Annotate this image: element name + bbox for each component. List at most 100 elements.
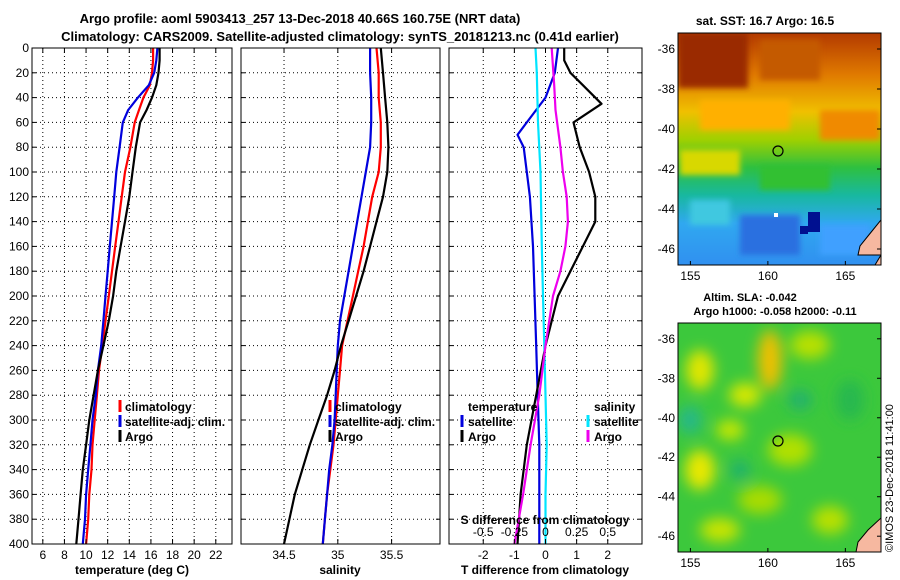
y-tick-label: 320: [9, 438, 29, 452]
salinity-series: [282, 47, 390, 545]
series-line-argo: [282, 47, 390, 545]
s-tick-label: 0.5: [599, 525, 616, 539]
temperature-xlabel: temperature (deg C): [75, 563, 189, 577]
difference-xticks: -2 -1 0 1 2: [478, 48, 611, 562]
difference-panel: -2 -1 0 1 2 -0.5 -0.25 0 0.25 0.5 S difference f…: [448, 47, 643, 577]
y-tick-label: 380: [9, 512, 29, 526]
temperature-series: [75, 47, 161, 545]
temperature-grid: [32, 47, 232, 545]
legend-label-argo: Argo: [125, 430, 153, 444]
series-line-t-argo: [516, 48, 603, 545]
sst-map-frame: [677, 32, 882, 266]
map-y-tick-label: -44: [658, 202, 676, 216]
x-tick-label: 8: [61, 548, 68, 562]
series-line-climatology: [85, 48, 155, 545]
map-y-tick-label: -46: [658, 242, 676, 256]
map-x-tick-label: 155: [680, 269, 700, 283]
series-line-s-argo: [513, 47, 570, 545]
y-tick-label: 300: [9, 413, 29, 427]
series-line-t-satellite: [516, 47, 560, 544]
temperature-yticks: 0 20 40 60 80 100 120 140 160 180 200 220 240 260 280 3…: [9, 41, 29, 551]
y-tick-label: 280: [9, 388, 29, 402]
map-y-tick-label: -40: [658, 122, 676, 136]
s-tick-label: 0: [542, 525, 549, 539]
map-y-tick-label: -46: [658, 529, 676, 543]
difference-legend-salinity: salinity satellite Argo: [586, 400, 639, 444]
legend-title-salinity: salinity: [594, 400, 636, 414]
legend-label-t-argo: Argo: [468, 430, 496, 444]
legend-label-argo: Argo: [335, 430, 363, 444]
y-tick-label: 0: [22, 41, 29, 55]
x-tick-label: 22: [209, 548, 223, 562]
y-tick-label: 240: [9, 339, 29, 353]
map-y-tick-label: -42: [658, 450, 676, 464]
map-x-tick-label: 155: [680, 556, 700, 570]
x-tick-label: -1: [509, 548, 520, 562]
series-line-satellite-adj-clim-: [81, 47, 159, 545]
sst-map-yticks: -36 -38 -40 -42 -44 -46: [658, 42, 881, 256]
sst-map-xticks: 155 160 165: [680, 261, 856, 283]
salinity-legend: climatology satellite-adj. clim. Argo: [328, 400, 435, 444]
series-line-s-satellite: [534, 47, 548, 544]
y-tick-label: 40: [16, 91, 30, 105]
s-tick-label: -0.25: [501, 525, 529, 539]
map-x-tick-label: 165: [835, 556, 855, 570]
x-tick-label: 18: [166, 548, 180, 562]
map-x-tick-label: 160: [758, 269, 778, 283]
legend-label-s-argo: Argo: [594, 430, 622, 444]
s-tick-label: 0.25: [565, 525, 589, 539]
difference-legend-temperature: temperature satellite Argo: [460, 400, 538, 444]
difference-xlabel: T difference from climatology: [461, 563, 629, 577]
y-tick-label: 60: [16, 115, 30, 129]
difference-s-xticks: -0.5 -0.25 0 0.25 0.5: [473, 525, 617, 539]
y-tick-label: 260: [9, 363, 29, 377]
sla-map-yticks: -36 -38 -40 -42 -44 -46: [658, 332, 881, 543]
map-y-tick-label: -36: [658, 332, 676, 346]
x-tick-label: -2: [478, 548, 489, 562]
y-tick-label: 120: [9, 190, 29, 204]
imos-credit: ©IMOS 23-Dec-2018 11:41:00: [884, 404, 896, 552]
y-tick-label: 400: [9, 537, 29, 551]
x-tick-label: 35: [331, 548, 345, 562]
sla-map-frame: [677, 322, 882, 553]
legend-label-satellite: satellite-adj. clim.: [335, 415, 435, 429]
sst-map-image: [678, 33, 881, 265]
y-tick-label: 20: [16, 66, 30, 80]
map-y-tick-label: -36: [658, 42, 676, 56]
sla-map-panel: Altim. SLA: -0.042 Argo h1000: -0.058 h2…: [658, 292, 882, 570]
legend-label-climatology: climatology: [335, 400, 402, 414]
legend-title-temperature: temperature: [468, 400, 538, 414]
temperature-xticks: 6 8 10 12 14 16 18 20 22: [39, 48, 223, 562]
x-tick-label: 0: [542, 548, 549, 562]
y-tick-label: 220: [9, 314, 29, 328]
difference-s-xlabel: S difference from climatology: [461, 513, 630, 527]
x-tick-label: 12: [101, 548, 115, 562]
salinity-xticks: 34.5 35 35.5: [272, 48, 404, 562]
salinity-plot-frame: [240, 47, 441, 545]
legend-label-t-satellite: satellite: [468, 415, 513, 429]
figure-title-line1: Argo profile: aoml 5903413_257 13-Dec-20…: [80, 11, 521, 26]
sst-argo-location-marker: [772, 145, 784, 157]
legend-label-climatology: climatology: [125, 400, 192, 414]
salinity-grid: [241, 47, 440, 545]
legend-label-s-satellite: satellite: [594, 415, 639, 429]
map-x-tick-label: 165: [835, 269, 855, 283]
x-tick-label: 10: [79, 548, 93, 562]
sla-map-subtitle: Argo h1000: -0.058 h2000: -0.11: [693, 306, 856, 318]
salinity-xlabel: salinity: [319, 563, 361, 577]
s-tick-label: -0.5: [473, 525, 494, 539]
y-tick-label: 80: [16, 140, 30, 154]
difference-series: [513, 47, 603, 545]
x-tick-label: 6: [39, 548, 46, 562]
figure-title-line2: Climatology: CARS2009. Satellite-adjuste…: [61, 29, 619, 44]
x-tick-label: 1: [573, 548, 580, 562]
map-y-tick-label: -38: [658, 82, 676, 96]
y-tick-label: 140: [9, 215, 29, 229]
map-y-tick-label: -40: [658, 411, 676, 425]
map-y-tick-label: -42: [658, 162, 676, 176]
series-line-argo: [75, 48, 161, 545]
sla-map-xticks: 155 160 165: [680, 548, 856, 570]
sla-map-title: Altim. SLA: -0.042: [703, 292, 797, 304]
x-tick-label: 34.5: [272, 548, 296, 562]
